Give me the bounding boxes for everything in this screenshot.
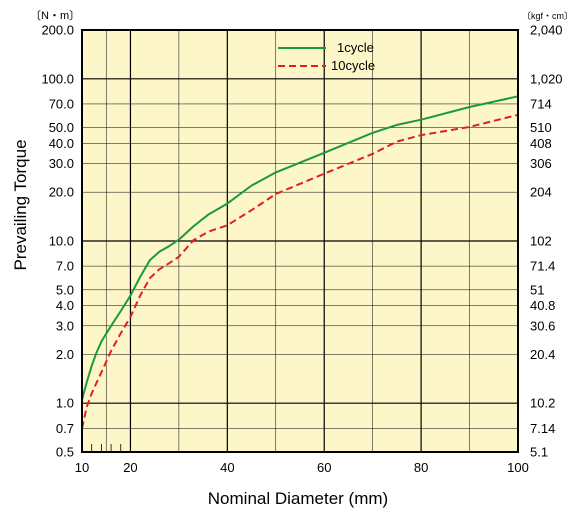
y-ticks-left: 0.5 0.7 1.0 2.0 3.0 4.05.0 7.0 10.0 20.0 30.0 40.0…	[41, 23, 74, 460]
y-tick-label-left: 5.0	[56, 282, 74, 297]
x-tick-label: 40	[220, 460, 234, 475]
y-tick-label-left: 200.0	[41, 23, 74, 38]
y-unit-right: 〔kgf・cm〕	[522, 11, 573, 21]
y-tick-label-left: 2.0	[56, 347, 74, 362]
y-tick-label-right: 51	[530, 282, 544, 297]
y-tick-label-right: 2,040	[530, 23, 563, 38]
y-tick-label-right: 7.14	[530, 421, 555, 436]
series-line-1cycle	[81, 95, 519, 400]
y-tick-label-right: 5.1	[530, 445, 548, 460]
y-tick-label-right: 510	[530, 120, 552, 135]
y-tick-label-left: 100.0	[41, 71, 74, 86]
x-axis-label: Nominal Diameter (mm)	[208, 489, 388, 508]
x-tick-label: 10	[75, 460, 89, 475]
y-tick-label-right: 40.8	[530, 298, 555, 313]
legend: 1cycle 10cycle	[278, 40, 375, 73]
y-tick-label-right: 30.6	[530, 318, 555, 333]
x-ticks: 10 20 40 60 80 100	[75, 460, 529, 475]
y-tick-label-left: 50.0	[49, 120, 74, 135]
y-tick-label-left: 0.5	[56, 445, 74, 460]
y-tick-label-left: 40.0	[49, 136, 74, 151]
plot-frame	[81, 29, 519, 453]
y-tick-label-right: 10.2	[530, 396, 555, 411]
grid-lines	[81, 30, 519, 452]
series-line-10cycle	[81, 113, 519, 429]
legend-label-1cycle: 1cycle	[337, 40, 374, 55]
y-tick-label-left: 7.0	[56, 259, 74, 274]
y-tick-label-left: 20.0	[49, 185, 74, 200]
y-tick-label-left: 0.7	[56, 421, 74, 436]
y-unit-left: 〔N・m〕	[30, 9, 80, 22]
y-tick-label-right: 1,020	[530, 71, 563, 86]
y-ticks-right: 5.1 7.14 10.2 20.4 30.6 40.851 71.4 102 204 306 40…	[530, 23, 563, 460]
x-tick-label: 20	[123, 460, 137, 475]
x-tick-label: 60	[317, 460, 331, 475]
y-tick-label-right: 204	[530, 185, 552, 200]
y-tick-label-left: 4.0	[56, 298, 74, 313]
y-tick-label-right: 71.4	[530, 259, 555, 274]
y-tick-label-left: 1.0	[56, 396, 74, 411]
y-tick-label-left: 10.0	[49, 234, 74, 249]
y-tick-label-right: 102	[530, 234, 552, 249]
y-tick-label-right: 408	[530, 136, 552, 151]
y-tick-label-right: 714	[530, 96, 552, 111]
y-tick-label-right: 306	[530, 156, 552, 171]
legend-label-10cycle: 10cycle	[331, 58, 375, 73]
y-tick-label-left: 30.0	[49, 156, 74, 171]
y-tick-label-left: 3.0	[56, 318, 74, 333]
series-lines	[81, 95, 519, 429]
x-tick-label: 80	[414, 460, 428, 475]
y-tick-label-left: 70.0	[49, 96, 74, 111]
y-tick-label-right: 20.4	[530, 347, 555, 362]
x-tick-label: 100	[507, 460, 529, 475]
y-axis-label: Prevailing Torque	[11, 139, 30, 270]
